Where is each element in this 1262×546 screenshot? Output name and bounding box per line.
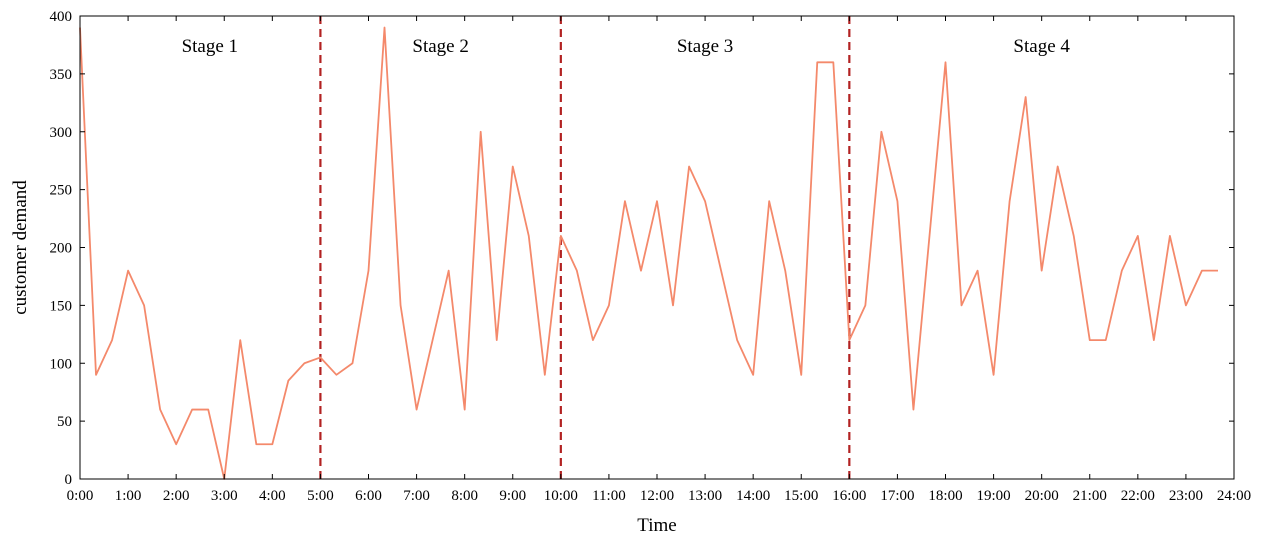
x-tick-label: 20:00 (1025, 488, 1059, 504)
stage-label-1: Stage 1 (182, 36, 238, 57)
series-layer (79, 26, 1218, 480)
x-tick-label: 16:00 (832, 488, 866, 504)
stage-labels: Stage 1 Stage 2 Stage 3 Stage 4 (182, 36, 1071, 57)
x-tick-label: 7:00 (403, 488, 430, 504)
y-tick-label: 0 (65, 472, 73, 488)
y-tick-label: 150 (50, 298, 73, 314)
y-tick-label: 400 (50, 9, 73, 25)
x-tick-label: 17:00 (880, 488, 914, 504)
x-tick-label: 24:00 (1217, 488, 1251, 504)
stage-label-4: Stage 4 (1013, 36, 1070, 57)
series-line-1 (79, 26, 1218, 480)
y-axis-title: customer demand (10, 180, 31, 315)
x-tick-label: 15:00 (784, 488, 818, 504)
x-tick-label: 11:00 (592, 488, 626, 504)
x-tick-label: 10:00 (544, 488, 578, 504)
x-tick-label: 5:00 (307, 488, 334, 504)
x-tick-label: 14:00 (736, 488, 770, 504)
x-tick-label: 13:00 (688, 488, 722, 504)
x-tick-label: 0:00 (67, 488, 94, 504)
x-tick-label: 19:00 (976, 488, 1010, 504)
y-axis: 0 50 100 150 200 250 300 350 400 (50, 9, 1234, 488)
x-tick-label: 22:00 (1121, 488, 1155, 504)
x-tick-label: 23:00 (1169, 488, 1203, 504)
y-tick-label: 250 (50, 183, 73, 199)
x-tick-label: 12:00 (640, 488, 674, 504)
x-tick-label: 6:00 (355, 488, 382, 504)
x-tick-label: 21:00 (1073, 488, 1107, 504)
stage-label-3: Stage 3 (677, 36, 733, 57)
x-axis-title: Time (637, 515, 676, 536)
x-tick-label: 18:00 (928, 488, 962, 504)
y-tick-label: 350 (50, 67, 73, 83)
x-tick-label: 8:00 (451, 488, 478, 504)
plot-frame (79, 15, 1235, 480)
stage-label-2: Stage 2 (412, 36, 468, 57)
y-tick-label: 100 (50, 356, 73, 372)
y-tick-label: 50 (57, 414, 72, 430)
x-tick-label: 3:00 (211, 488, 238, 504)
x-tick-label: 1:00 (115, 488, 142, 504)
x-axis: 0:00 1:00 2:00 3:00 4:00 5:00 6:00 7:00 8:00 9:00… (67, 16, 1251, 504)
x-tick-label: 4:00 (259, 488, 286, 504)
x-tick-label: 9:00 (499, 488, 526, 504)
stage-boundaries (319, 16, 851, 479)
y-tick-label: 200 (50, 241, 73, 257)
x-tick-label: 2:00 (163, 488, 190, 504)
y-tick-label: 300 (50, 125, 73, 141)
